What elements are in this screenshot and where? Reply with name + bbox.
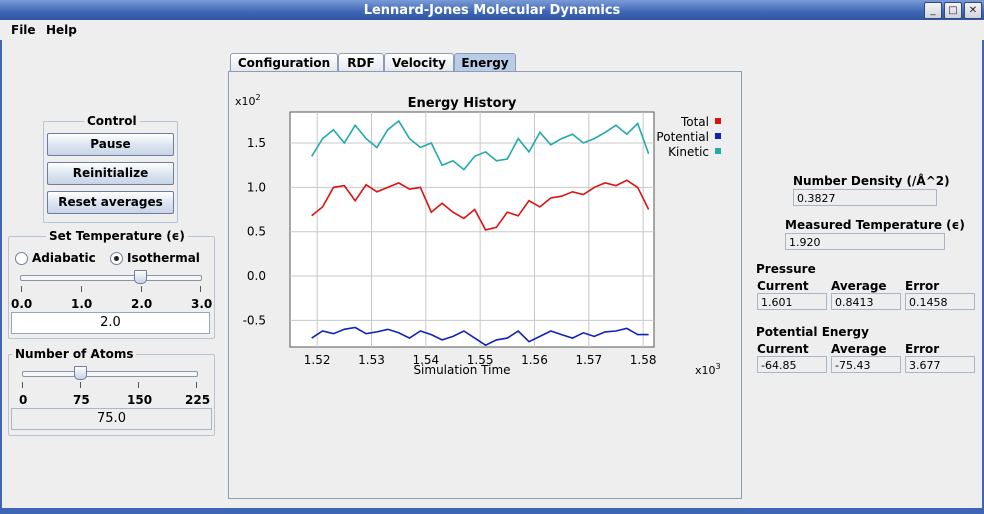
pressure-average-value: 0.8413 <box>831 293 901 310</box>
legend-label-potential: Potential <box>656 130 709 144</box>
control-title: Control <box>84 114 140 128</box>
menu-file[interactable]: File <box>11 23 36 37</box>
window-frame-bottom <box>0 508 984 514</box>
x-tick-label: 1.57 <box>575 353 602 367</box>
temperature-slider-thumb[interactable] <box>134 270 147 284</box>
pe-average-value: -75.43 <box>831 356 901 373</box>
temp-tick-0: 0.0 <box>11 297 33 311</box>
y-tick-label: 0.0 <box>247 269 266 283</box>
window-frame-left <box>0 20 2 514</box>
close-button[interactable]: ✕ <box>964 2 982 19</box>
pressure-error-label: Error <box>905 279 940 293</box>
pe-average-label: Average <box>831 342 887 356</box>
x-tick-label: 1.53 <box>358 353 385 367</box>
measured-temp-value: 1.920 <box>785 233 945 250</box>
reinitialize-button[interactable]: Reinitialize <box>47 162 174 185</box>
adiabatic-label: Adiabatic <box>32 251 96 265</box>
temp-tick-2: 2.0 <box>131 297 153 311</box>
atoms-tick-marks <box>22 382 202 390</box>
x-tick-label: 1.54 <box>412 353 439 367</box>
grid-lines <box>290 112 654 347</box>
atoms-tick-3: 225 <box>185 393 211 407</box>
temperature-title: Set Temperature (ϵ) <box>46 229 188 243</box>
adiabatic-radio[interactable] <box>15 252 28 265</box>
pressure-average-label: Average <box>831 279 887 293</box>
pe-current-value: -64.85 <box>757 356 827 373</box>
x-axis-label: Simulation Time <box>413 363 510 377</box>
series-line-total <box>311 179 650 231</box>
plot-area <box>289 111 655 348</box>
tab-velocity[interactable]: Velocity <box>384 53 454 72</box>
series-line-potential <box>311 326 649 347</box>
atoms-tick-1: 75 <box>73 393 90 407</box>
density-label: Number Density (/Å^2) <box>793 174 950 188</box>
chart-title: Energy History <box>408 96 517 111</box>
window-frame-right <box>982 20 984 514</box>
x-scale-label: x103 <box>695 362 721 377</box>
atoms-title: Number of Atoms <box>12 347 137 361</box>
tab-energy[interactable]: Energy <box>454 53 516 72</box>
isothermal-label: Isothermal <box>127 251 200 265</box>
temperature-value-field[interactable]: 2.0 <box>11 312 210 334</box>
pressure-title: Pressure <box>756 262 816 276</box>
atoms-tick-2: 150 <box>127 393 153 407</box>
tab-rdf[interactable]: RDF <box>338 53 384 72</box>
title-bar <box>0 0 984 20</box>
pe-error-label: Error <box>905 342 940 356</box>
x-tick-label: 1.58 <box>630 353 657 367</box>
atoms-slider-track[interactable] <box>22 371 198 377</box>
menu-help[interactable]: Help <box>46 23 77 37</box>
y-tick-labels: -0.5 0.0 0.5 1.0 1.5 <box>243 136 266 327</box>
series-line-kinetic <box>311 119 650 171</box>
reset-averages-button[interactable]: Reset averages <box>47 191 174 214</box>
window-title: Lennard-Jones Molecular Dynamics <box>363 3 621 18</box>
temp-tick-1: 1.0 <box>71 297 93 311</box>
x-tick-label: 1.56 <box>521 353 548 367</box>
y-tick-label: 0.5 <box>247 225 266 239</box>
y-tick-label: -0.5 <box>243 313 266 327</box>
temperature-tick-marks <box>16 286 201 294</box>
atoms-tick-0: 0 <box>19 393 28 407</box>
measured-temp-label: Measured Temperature (ϵ) <box>785 218 965 232</box>
pressure-error-value: 0.1458 <box>905 293 975 310</box>
minimize-button[interactable]: _ <box>924 2 942 19</box>
energy-chart: Energy History x102 1.52 1.53 1.54 1.55 1.56… <box>235 93 721 377</box>
pause-button[interactable]: Pause <box>47 133 174 156</box>
isothermal-radio[interactable] <box>110 252 123 265</box>
legend-swatch-potential <box>715 133 721 139</box>
menu-bar <box>0 20 984 40</box>
x-tick-label: 1.55 <box>467 353 494 367</box>
x-tick-labels: 1.52 1.53 1.54 1.55 1.56 1.57 1.58 <box>304 353 657 367</box>
pe-title: Potential Energy <box>756 325 869 339</box>
legend-swatch-total <box>715 118 721 124</box>
pressure-current-value: 1.601 <box>757 293 827 310</box>
legend-label-total: Total <box>680 115 709 129</box>
y-tick-label: 1.0 <box>247 180 266 194</box>
x-tick-label: 1.52 <box>304 353 331 367</box>
legend-label-kinetic: Kinetic <box>668 145 709 159</box>
pe-error-value: 3.677 <box>905 356 975 373</box>
pe-current-label: Current <box>757 342 809 356</box>
legend-swatch-kinetic <box>715 148 721 154</box>
temp-tick-3: 3.0 <box>191 297 213 311</box>
maximize-button[interactable]: □ <box>944 2 962 19</box>
series-lines <box>311 119 650 347</box>
atoms-slider-thumb[interactable] <box>73 366 87 380</box>
tab-configuration[interactable]: Configuration <box>230 53 338 72</box>
y-tick-label: 1.5 <box>247 136 266 150</box>
pressure-current-label: Current <box>757 279 809 293</box>
temperature-slider-track[interactable] <box>20 275 202 281</box>
y-scale-label: x102 <box>235 93 261 108</box>
density-value: 0.3827 <box>793 189 937 206</box>
atoms-value-field: 75.0 <box>11 408 212 430</box>
